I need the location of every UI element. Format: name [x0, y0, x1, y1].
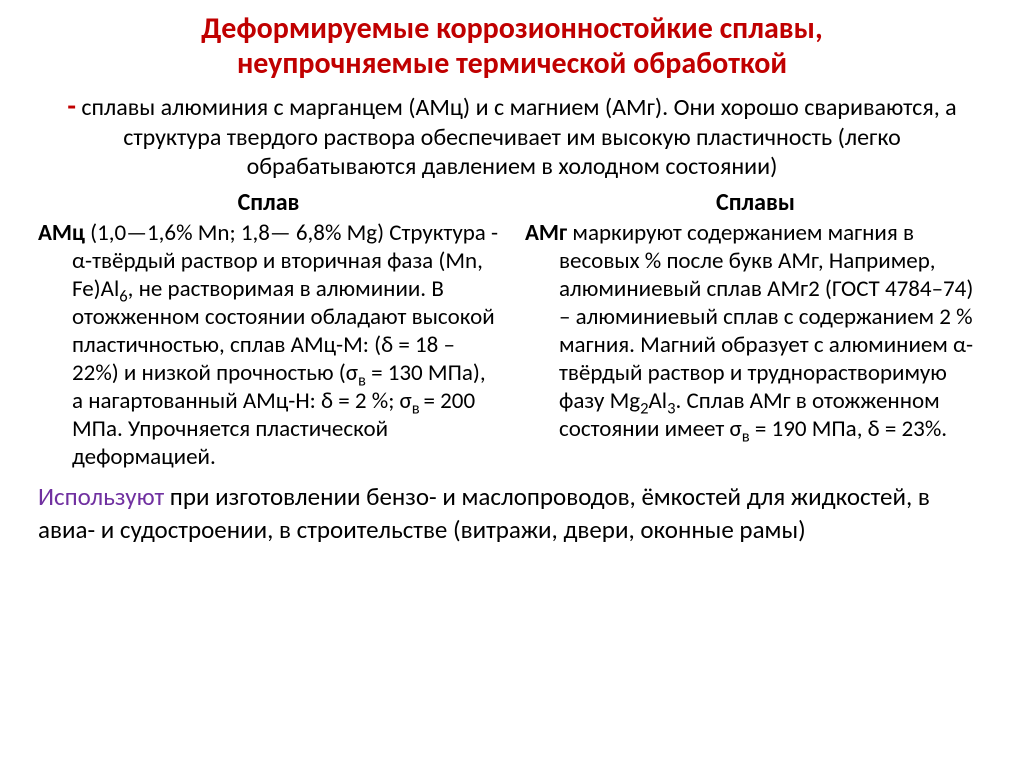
left-sub3: в — [412, 399, 424, 419]
intro-text: сплавы алюминия с марганцем (АМц) и с ма… — [81, 93, 956, 181]
footer-lead: Используют — [38, 481, 164, 512]
footer-paragraph: Используют при изготовлении бензо- и мас… — [38, 481, 986, 546]
right-p1: маркируют содержанием магния в весовых %… — [559, 219, 973, 415]
slide-title: Деформируемые коррозионностойкие сплавы,… — [38, 12, 986, 81]
left-body: АМц (1,0—1,6% Mn; 1,8— 6,8% Mg) Структур… — [38, 219, 499, 471]
two-column-block: Сплав АМц (1,0—1,6% Mn; 1,8— 6,8% Mg) Ст… — [38, 188, 986, 472]
right-column: Сплавы АМг маркируют содержанием магния … — [525, 188, 986, 472]
intro-paragraph: - сплавы алюминия с марганцем (АМц) и с … — [38, 89, 986, 182]
right-mid: Al — [648, 387, 667, 415]
right-lead: АМг — [525, 219, 567, 247]
right-body: АМг маркируют содержанием магния в весов… — [525, 219, 986, 443]
left-column: Сплав АМц (1,0—1,6% Mn; 1,8— 6,8% Mg) Ст… — [38, 188, 499, 472]
left-heading: Сплав — [38, 188, 499, 217]
right-heading: Сплавы — [525, 188, 986, 217]
title-line-1: Деформируемые коррозионностойкие сплавы, — [201, 10, 822, 47]
right-sub3: в — [742, 427, 750, 447]
title-line-2: неупрочняемые термической обработкой — [237, 45, 787, 82]
left-lead: АМц — [38, 219, 85, 247]
right-p3: = 190 МПа, δ = 23%. — [750, 415, 947, 443]
footer-rest: при изготовлении бензо- и маслопроводов,… — [38, 481, 930, 545]
intro-dash: - — [67, 88, 76, 123]
